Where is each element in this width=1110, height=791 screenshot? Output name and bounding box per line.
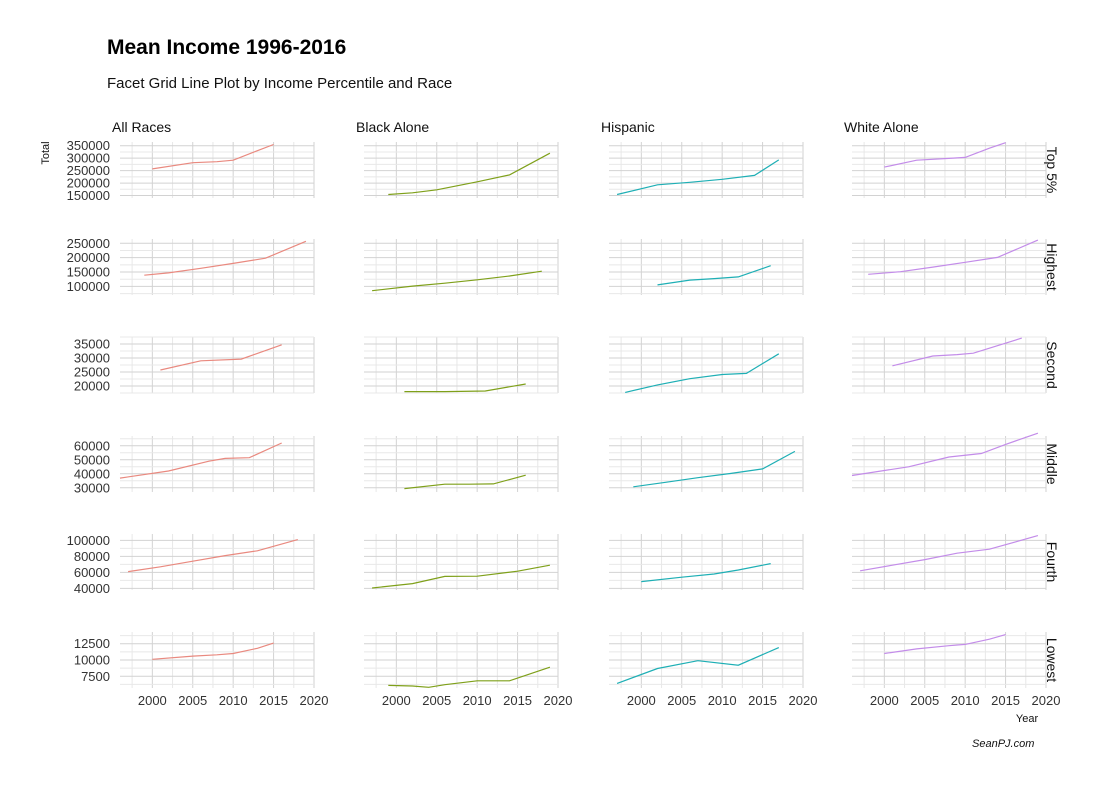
y-tick-label: 7500 [81,669,110,684]
y-tick-label: 250000 [67,236,110,251]
y-tick-label: 200000 [67,176,110,191]
x-tick-label: 2015 [748,693,777,708]
chart-caption: SeanPJ.com [972,738,1035,750]
series-line-black-alone-highest [372,270,542,292]
series-line-hispanic-lowest [616,647,780,684]
series-line-black-alone-second [404,383,526,393]
series-line-all-races-lowest [152,642,274,660]
y-tick-label: 60000 [74,438,110,453]
x-tick-label: 2000 [627,693,656,708]
facet-row-label: Middle [1044,443,1060,484]
x-tick-label: 2020 [300,693,329,708]
facet-row-label: Second [1044,341,1060,388]
y-tick-label: 300000 [67,151,110,166]
series-line-white-alone-highest [868,239,1039,275]
y-tick-label: 35000 [74,337,110,352]
y-tick-label: 100000 [67,279,110,294]
x-tick-label: 2020 [789,693,818,708]
x-tick-label: 2005 [910,693,939,708]
series-line-hispanic-middle [633,450,796,488]
y-tick-label: 350000 [67,138,110,153]
series-line-hispanic-second [625,353,780,393]
facet-row-label: Fourth [1044,542,1060,582]
y-tick-label: 60000 [74,565,110,580]
facet-column-label: Black Alone [356,119,429,135]
x-tick-label: 2010 [219,693,248,708]
series-line-hispanic-top5 [616,159,780,196]
y-tick-label: 30000 [74,480,110,495]
y-tick-label: 250000 [67,163,110,178]
x-tick-label: 2000 [870,693,899,708]
x-tick-label: 2005 [178,693,207,708]
facet-column-label: Hispanic [601,119,655,135]
x-tick-label: 2005 [667,693,696,708]
series-line-all-races-second [160,344,282,371]
series-line-all-races-middle [119,442,282,479]
y-tick-label: 150000 [67,188,110,203]
x-tick-label: 2015 [503,693,532,708]
y-tick-label: 50000 [74,452,110,467]
x-tick-label: 2005 [422,693,451,708]
x-tick-label: 2010 [951,693,980,708]
facet-row-label: Lowest [1044,638,1060,682]
x-tick-label: 2010 [463,693,492,708]
x-tick-label: 2020 [1032,693,1061,708]
y-tick-label: 25000 [74,365,110,380]
facet-row-label: Highest [1044,243,1060,291]
y-tick-label: 40000 [74,581,110,596]
series-line-white-alone-top5 [884,142,1006,168]
x-tick-label: 2015 [259,693,288,708]
y-tick-label: 150000 [67,265,110,280]
series-line-white-alone-middle [851,432,1039,477]
facet-column-label: All Races [112,119,171,135]
x-tick-label: 2015 [991,693,1020,708]
chart-subtitle: Facet Grid Line Plot by Income Percentil… [107,75,453,92]
x-tick-label: 2000 [382,693,411,708]
series-line-black-alone-top5 [388,152,551,196]
series-line-all-races-top5 [152,143,274,170]
y-axis-title: Total [40,141,52,164]
chart-title: Mean Income 1996-2016 [107,36,347,59]
x-tick-label: 2000 [138,693,167,708]
facet-row-label: Top 5% [1044,147,1060,194]
series-line-black-alone-middle [404,474,526,490]
series-line-black-alone-fourth [372,564,551,589]
y-tick-label: 30000 [74,351,110,366]
y-tick-label: 10000 [74,653,110,668]
y-tick-label: 80000 [74,549,110,564]
series-line-all-races-fourth [128,539,298,573]
y-tick-label: 40000 [74,466,110,481]
series-line-white-alone-second [892,337,1022,367]
x-tick-label: 2010 [708,693,737,708]
facet-column-label: White Alone [844,119,919,135]
y-tick-label: 20000 [74,379,110,394]
series-line-white-alone-lowest [884,634,1006,655]
series-line-white-alone-fourth [859,535,1039,572]
x-tick-label: 2020 [544,693,573,708]
y-tick-label: 100000 [67,533,110,548]
series-line-hispanic-highest [657,265,771,286]
series-line-hispanic-fourth [641,563,771,583]
series-line-all-races-highest [144,240,307,276]
y-tick-label: 200000 [67,250,110,265]
y-tick-label: 12500 [74,636,110,651]
series-line-black-alone-lowest [388,666,551,688]
x-axis-title: Year [1016,713,1039,725]
